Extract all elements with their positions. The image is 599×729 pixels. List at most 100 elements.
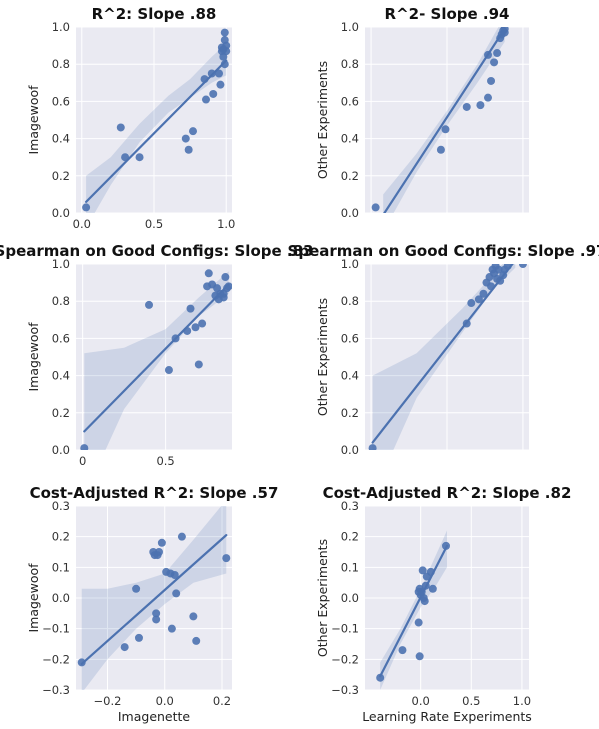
data-point [189, 612, 198, 621]
data-point [426, 567, 435, 576]
data-point [222, 554, 231, 563]
data-point [82, 203, 91, 212]
data-point [170, 571, 179, 579]
data-point [183, 326, 192, 335]
regression-line [379, 544, 449, 678]
data-point [152, 609, 161, 618]
data-point [503, 264, 512, 270]
data-point [209, 89, 218, 98]
data-point [198, 319, 207, 328]
x-tick-label: 0.5 [462, 694, 480, 708]
data-point [487, 282, 496, 291]
subplot-1: 0.0 0.5 1.0 0.0 0.2 0.4 0.6 0.8 1.0 R^2: Slope .8… [26, 5, 235, 231]
data-point [157, 538, 166, 547]
data-point [418, 566, 427, 575]
data-point [224, 282, 232, 291]
y-tick-label: 0.8 [341, 294, 359, 308]
data-point [132, 584, 141, 593]
data-point [216, 80, 225, 89]
data-point [80, 444, 89, 450]
y-tick-label: 0.8 [52, 294, 70, 308]
y-tick-label: −0.3 [42, 683, 70, 697]
y-tick-label: −0.3 [331, 683, 359, 697]
data-point [428, 584, 437, 593]
confidence-band [84, 271, 229, 450]
subplot-title: R^2: Slope .88 [92, 5, 217, 23]
data-point [491, 264, 500, 270]
data-point [172, 589, 181, 598]
y-tick-label: 0.2 [52, 406, 70, 420]
data-point [484, 93, 492, 102]
data-point [493, 49, 502, 58]
data-point [518, 264, 527, 268]
data-point [186, 304, 195, 313]
regression-line [85, 59, 228, 203]
y-tick-label: 0.2 [52, 169, 70, 183]
y-tick-label: 0.6 [341, 94, 359, 108]
confidence-band [86, 43, 227, 213]
confidence-band [372, 264, 516, 450]
y-tick-label: 0.4 [341, 132, 359, 146]
y-axis-label: Imagewoof [26, 322, 41, 392]
data-point [500, 27, 509, 33]
data-point [181, 134, 190, 143]
data-point [420, 597, 429, 606]
data-point [184, 145, 193, 154]
y-tick-label: 0.1 [341, 560, 359, 574]
subplot-title: R^2- Slope .94 [385, 5, 510, 23]
y-tick-label: 0.1 [52, 560, 70, 574]
data-point [462, 102, 471, 111]
plot-area [76, 264, 232, 450]
data-point [177, 532, 186, 541]
data-point [207, 69, 216, 78]
data-point [476, 101, 485, 110]
data-layer [80, 269, 232, 450]
data-point [417, 587, 426, 596]
y-tick-label: 0.0 [341, 591, 359, 605]
confidence-band [81, 506, 227, 690]
y-tick-label: 0.8 [341, 57, 359, 71]
data-point [120, 643, 129, 652]
data-point [441, 125, 450, 134]
y-tick-label: 0.8 [52, 57, 70, 71]
data-point [116, 123, 125, 132]
y-tick-label: 0.0 [52, 443, 70, 457]
y-tick-label: −0.1 [42, 622, 70, 636]
data-point [77, 658, 86, 667]
data-point [222, 41, 231, 50]
y-tick-label: 0.3 [341, 499, 359, 513]
data-point [189, 127, 197, 136]
data-point [415, 652, 424, 661]
data-point [191, 323, 200, 332]
x-tick-label: 0.0 [412, 694, 430, 708]
subplot-title: Cost-Adjusted R^2: Slope .82 [323, 484, 572, 502]
x-axis-label: Imagenette [118, 709, 191, 724]
y-tick-label: 0.0 [52, 591, 70, 605]
data-point [167, 624, 176, 633]
data-point [368, 444, 377, 450]
data-point [145, 300, 154, 309]
y-tick-label: 1.0 [52, 257, 70, 271]
data-point [202, 95, 210, 104]
data-point [398, 646, 407, 655]
data-layer [77, 506, 231, 690]
data-layer [371, 27, 509, 213]
data-point [204, 269, 213, 278]
subplot-5: −0.2 0.0 0.2 −0.3 −0.2 −0.1 0.0 0.1 0.2 0.3Cost-A… [26, 484, 278, 724]
data-point [155, 548, 164, 556]
data-point [487, 76, 496, 85]
data-point [414, 618, 423, 627]
regression-line [371, 264, 514, 444]
y-tick-label: 0.2 [341, 530, 359, 544]
x-tick-label: 0.0 [156, 694, 174, 708]
y-axis-label: Other Experiments [315, 298, 330, 416]
data-point [467, 299, 476, 308]
y-axis-label: Imagewoof [26, 85, 41, 155]
y-tick-label: 1.0 [341, 257, 359, 271]
x-tick-label: 0 [79, 454, 86, 468]
data-point [376, 673, 385, 682]
y-tick-label: 0.6 [52, 331, 70, 345]
